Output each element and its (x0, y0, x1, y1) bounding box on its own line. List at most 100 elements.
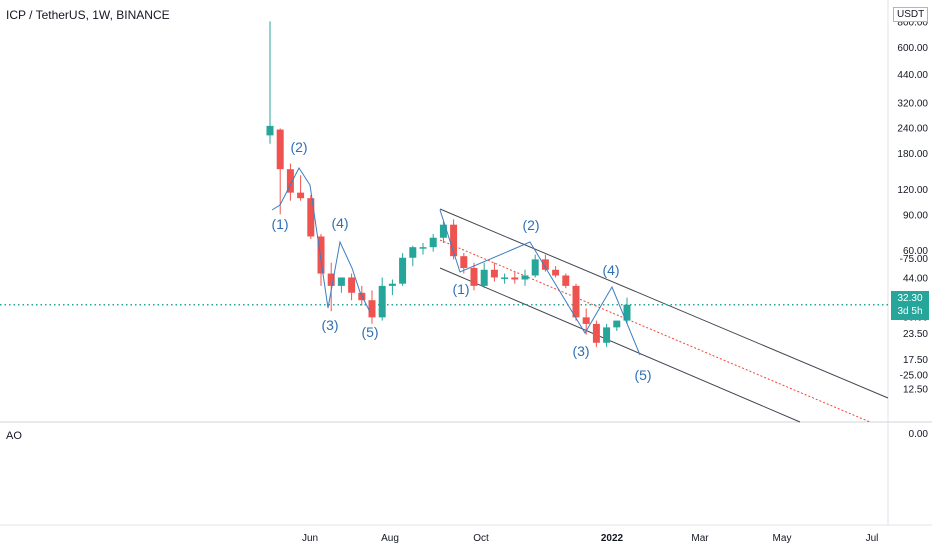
candle (368, 290, 376, 324)
candle (297, 175, 305, 201)
candle (419, 243, 427, 255)
candle-body (368, 300, 376, 318)
candle (501, 273, 509, 284)
candle-body (613, 320, 621, 328)
candle-body (511, 277, 519, 280)
elliott-wave-label: (3) (572, 343, 589, 359)
candle (286, 163, 294, 201)
candle-body (378, 285, 386, 318)
candle-body (562, 275, 570, 286)
price-tick-label: 180.00 (897, 149, 928, 160)
price-tick-label: 60.00 (903, 246, 928, 257)
candle-body (603, 327, 611, 343)
time-tick-label: Aug (381, 533, 399, 544)
candle (388, 279, 396, 296)
candle (429, 233, 437, 252)
price-tick-label: 90.00 (903, 210, 928, 221)
candle (307, 194, 315, 240)
candle-body (307, 198, 315, 237)
candle (521, 269, 529, 286)
candle (378, 277, 386, 321)
candle-body (531, 259, 539, 276)
candle-body (490, 269, 498, 278)
candle-body (399, 257, 407, 284)
candle-body (460, 256, 468, 268)
candle (603, 323, 611, 348)
candle-body (266, 125, 274, 136)
candle-body (572, 285, 580, 318)
symbol-title: ICP / TetherUS, 1W, BINANCE (6, 8, 170, 22)
candle-body (623, 304, 631, 321)
elliott-wave-label: (1) (452, 281, 469, 297)
candle-body (521, 275, 529, 280)
ao-indicator-label: AO (6, 430, 22, 442)
candle-body (419, 247, 427, 249)
candle-body (348, 277, 356, 293)
price-tick-label: 44.00 (903, 273, 928, 284)
price-tick-label: 800.00 (897, 17, 928, 28)
price-tick-label: 17.50 (903, 355, 928, 366)
candle (562, 273, 570, 289)
time-tick-label: Mar (691, 533, 709, 544)
elliott-wave-label: (2) (522, 217, 539, 233)
candle-body (450, 224, 458, 257)
time-tick-label: 2022 (601, 533, 624, 544)
candle (480, 262, 488, 289)
price-tick-label: 240.00 (897, 124, 928, 135)
channel-upper-line (439, 208, 889, 399)
price-tick-label: 23.50 (903, 329, 928, 340)
elliott-wave-label: (3) (321, 317, 338, 333)
price-tick-label: 320.00 (897, 98, 928, 109)
candle-body (592, 323, 600, 343)
candle-body (552, 269, 560, 276)
ao-tick-label: 0.00 (909, 429, 929, 440)
candle (409, 245, 417, 267)
time-tick-label: Jul (866, 533, 879, 544)
candle-body (388, 283, 396, 286)
elliott-wave-path-1 (271, 167, 371, 313)
candle-body (480, 269, 488, 286)
ao-tick-label: -75.00 (900, 254, 929, 265)
candle (490, 262, 498, 282)
channel-lower-line (439, 267, 801, 423)
currency-unit-badge[interactable]: USDT (893, 7, 929, 22)
ao-tick-label: -25.00 (900, 371, 929, 382)
time-tick-label: Jun (302, 533, 318, 544)
elliott-wave-label: (5) (634, 367, 651, 383)
elliott-wave-path-2 (439, 209, 641, 356)
candle (337, 277, 345, 293)
candle (572, 283, 580, 321)
candle (511, 271, 519, 284)
last-price-tag: 32.30 3d 5h (891, 291, 929, 320)
price-tick-label: 12.50 (903, 385, 928, 396)
price-tick-label: 600.00 (897, 43, 928, 54)
candle-body (541, 259, 549, 270)
candle (439, 221, 447, 244)
candle (470, 262, 478, 291)
candle (552, 266, 560, 278)
candle (531, 254, 539, 278)
candle (399, 253, 407, 286)
candle-body (470, 267, 478, 286)
elliott-wave-label: (5) (361, 324, 378, 340)
candle (276, 128, 284, 215)
elliott-wave-label: (2) (290, 139, 307, 155)
candle-countdown: 3d 5h (897, 306, 923, 317)
candle (266, 21, 274, 144)
time-tick-label: May (773, 533, 792, 544)
channel-midline (439, 239, 871, 423)
candle (541, 254, 549, 272)
candle-body (297, 192, 305, 199)
candle-body (286, 169, 294, 193)
candle (613, 320, 621, 331)
candle-body (327, 273, 335, 286)
candle (327, 262, 335, 312)
time-tick-label: Oct (473, 533, 489, 544)
candle-body (501, 277, 509, 279)
elliott-wave-label: (4) (602, 262, 619, 278)
candle (592, 320, 600, 348)
elliott-wave-label: (4) (331, 215, 348, 231)
candle-body (429, 237, 437, 248)
candle-body (409, 247, 417, 258)
